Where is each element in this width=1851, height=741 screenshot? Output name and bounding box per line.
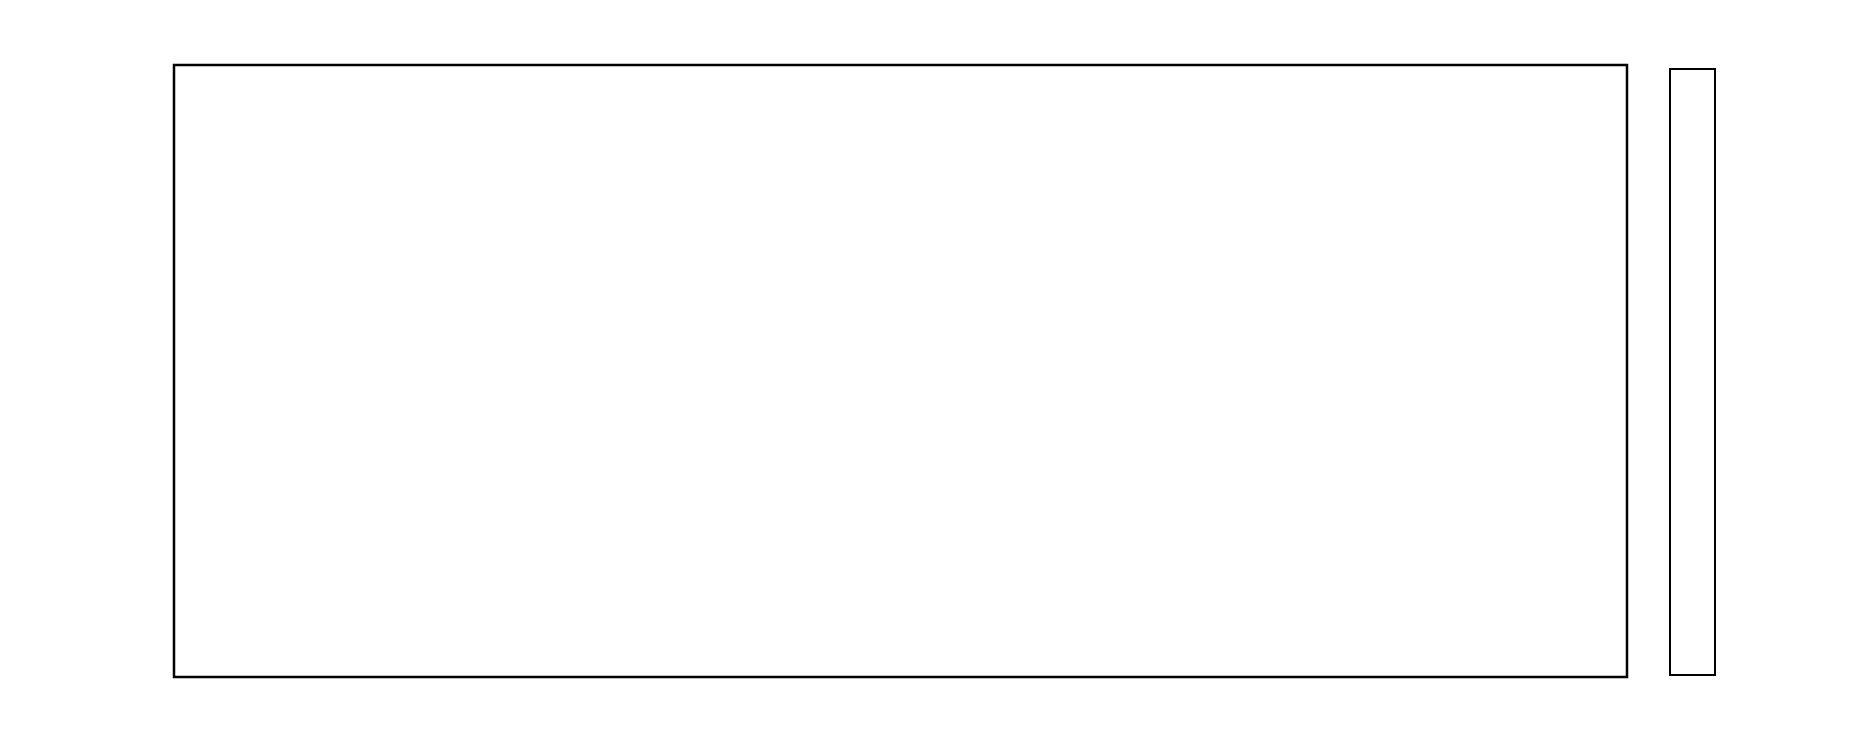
axes-spines	[172, 63, 1629, 679]
colorbar	[1669, 68, 1716, 676]
